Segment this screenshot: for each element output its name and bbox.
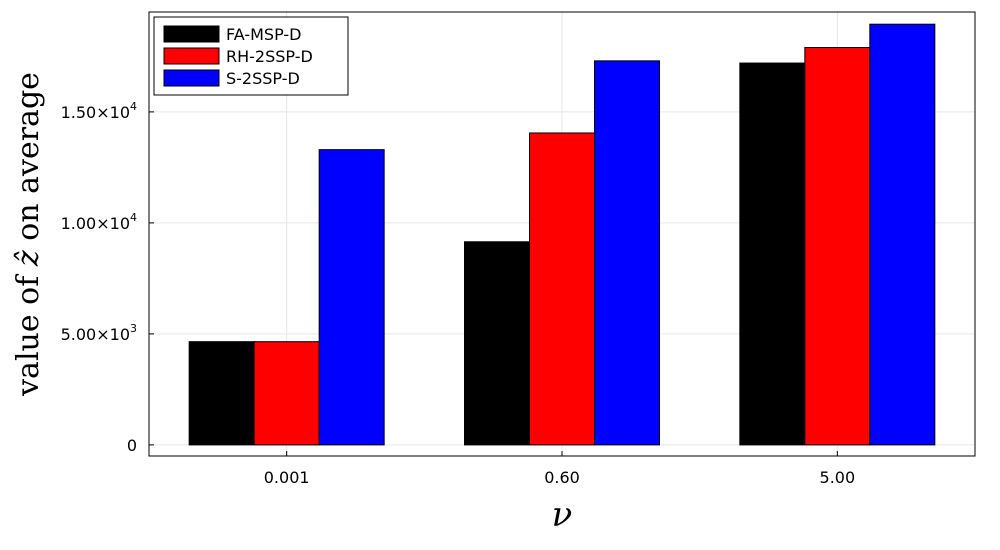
y-tick-label: 1.00×104 — [61, 211, 137, 233]
legend: FA-MSP-D RH-2SSP-D S-2SSP-D — [153, 16, 349, 96]
x-axis-label: ν — [552, 495, 573, 535]
x-tick-label: 0.60 — [544, 468, 580, 487]
bar-fa-msp-d — [464, 241, 530, 446]
y-tick-mantissa: 5.00×10 — [61, 325, 130, 344]
bar-fa-msp-d — [739, 62, 806, 446]
y-tick-mantissa: 1.50×10 — [61, 103, 130, 122]
y-tick-label: 0 — [127, 436, 137, 455]
y-tick-mantissa: 1.00×10 — [61, 214, 130, 233]
bar-s-2ssp-d — [318, 149, 385, 446]
bar-rh-2ssp-d — [253, 341, 320, 446]
legend-label: S-2SSP-D — [226, 69, 300, 88]
y-tick-label: 1.50×104 — [61, 100, 137, 122]
y-axis-label-prefix: value of — [11, 266, 46, 397]
legend-label: FA-MSP-D — [226, 25, 301, 44]
y-axis-label: value of ẑ on average — [11, 72, 46, 397]
bar-rh-2ssp-d — [529, 132, 595, 446]
y-axis-label-symbol: ẑ — [11, 250, 46, 267]
legend-label: RH-2SSP-D — [226, 47, 313, 66]
legend-swatch — [163, 25, 220, 43]
y-tick-exponent: 3 — [130, 322, 137, 335]
bar-fa-msp-d — [188, 341, 255, 446]
legend-swatch — [163, 69, 220, 87]
bar-s-2ssp-d — [869, 23, 936, 446]
bars — [188, 23, 936, 446]
y-tick-mantissa: 0 — [127, 436, 137, 455]
bar-s-2ssp-d — [594, 60, 660, 446]
bar-rh-2ssp-d — [804, 47, 871, 446]
y-tick-exponent: 4 — [130, 100, 137, 113]
legend-swatch — [163, 47, 220, 65]
x-tick-label: 5.00 — [820, 468, 856, 487]
y-tick-label: 5.00×103 — [61, 322, 137, 344]
x-tick-label: 0.001 — [264, 468, 310, 487]
x-axis-ticks: 0.001 0.60 5.00 — [264, 451, 855, 487]
y-tick-exponent: 4 — [130, 211, 137, 224]
y-axis-label-suffix: on average — [11, 72, 46, 250]
